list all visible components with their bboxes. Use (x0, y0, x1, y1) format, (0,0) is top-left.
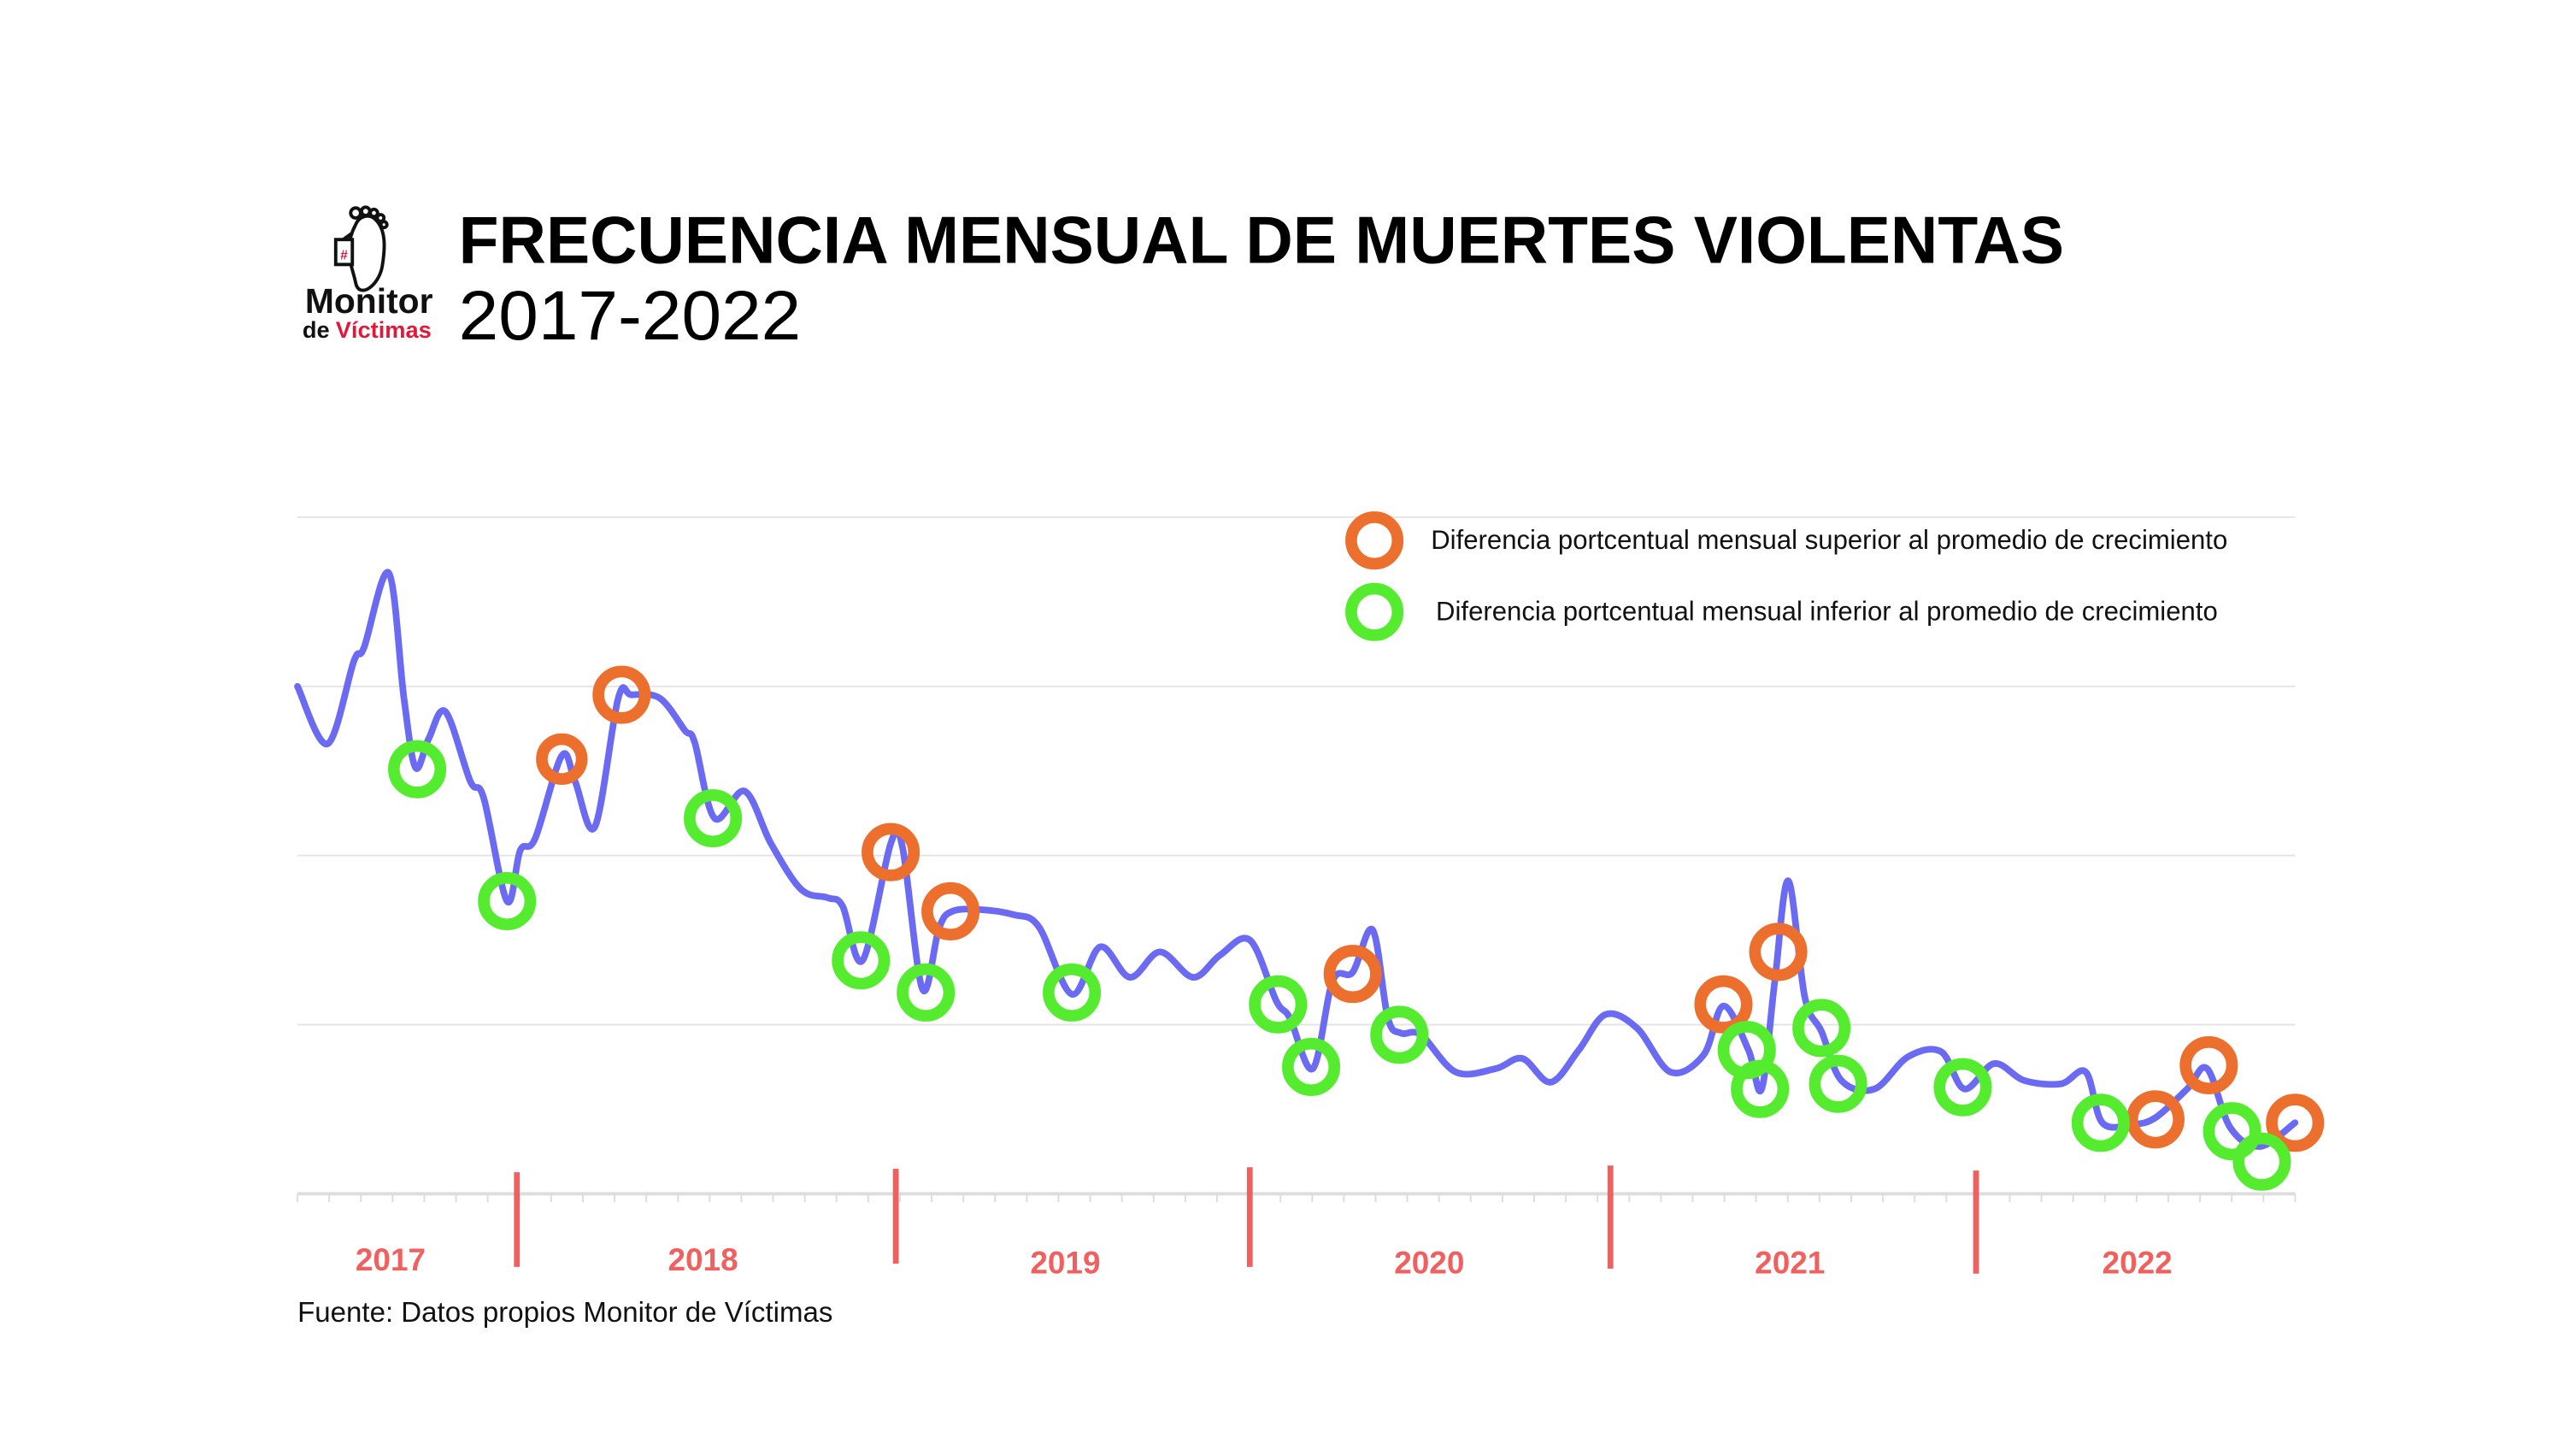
marker-above (2126, 1090, 2185, 1149)
marker-below (478, 872, 537, 931)
year-label: 2022 (2103, 1246, 2173, 1281)
year-label: 2019 (1030, 1246, 1100, 1281)
marker-below (1808, 1054, 1867, 1113)
chart-subtitle: 2017-2022 (459, 277, 802, 355)
marker-below (1282, 1037, 1341, 1096)
marker-above (2266, 1093, 2325, 1152)
series-line (294, 569, 2299, 1150)
x-axis (297, 1165, 2297, 1274)
logo: # Monitor de Víctimas (303, 205, 433, 343)
gridlines (297, 516, 2296, 1026)
marker-above (2179, 1035, 2238, 1095)
tag-hash-icon: # (340, 249, 348, 263)
logo-line2-prefix: de (303, 316, 330, 343)
year-labels: 2017 2018 2019 2020 2021 2022 (356, 1242, 2173, 1281)
legend: Diferencia portcentual mensual superior … (1345, 511, 2227, 641)
legend-above-marker (1345, 511, 1404, 570)
marker-above (1694, 975, 1753, 1034)
year-label: 2021 (1755, 1246, 1825, 1281)
marker-above (1749, 922, 1808, 981)
marker-below (832, 931, 891, 990)
logo-line2-accent: Víctimas (336, 316, 432, 343)
year-label: 2020 (1394, 1246, 1464, 1281)
marker-above (1323, 945, 1382, 1004)
year-label: 2017 (356, 1242, 426, 1277)
marker-below (2232, 1132, 2291, 1191)
marker-above (862, 822, 920, 881)
legend-below-label: Diferencia portcentual mensual inferior … (1436, 596, 2218, 626)
source-note: Fuente: Datos propios Monitor de Víctima… (297, 1297, 832, 1329)
marker-below (2071, 1093, 2130, 1152)
marker-above (592, 665, 651, 724)
marker-below (1731, 1059, 1790, 1118)
chart-title: FRECUENCIA MENSUAL DE MUERTES VIOLENTAS (459, 203, 2064, 277)
marker-above (536, 733, 588, 786)
marker-below (1933, 1058, 1992, 1117)
marker-below (684, 789, 743, 848)
marker-below (1370, 1005, 1429, 1064)
legend-above-label: Diferencia portcentual mensual superior … (1431, 525, 2227, 555)
foot-tag-icon (333, 205, 389, 292)
marker-below (388, 740, 447, 799)
marker-below (1043, 963, 1102, 1022)
series-layer (294, 569, 2325, 1191)
marker-above (921, 881, 980, 940)
marker-below (897, 963, 956, 1022)
logo-line1: Monitor (305, 281, 433, 321)
legend-below-marker (1345, 582, 1404, 641)
marker-below (1792, 999, 1851, 1058)
year-label: 2018 (668, 1242, 738, 1277)
marker-below (1249, 975, 1308, 1034)
marker-below (2203, 1102, 2261, 1161)
